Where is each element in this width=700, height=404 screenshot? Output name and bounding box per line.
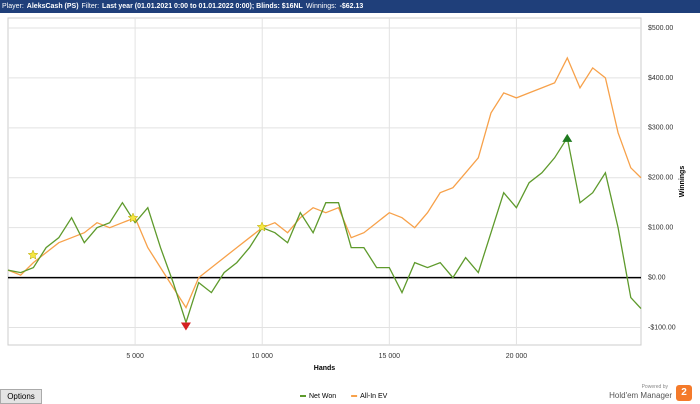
header-text: Player: AleksCash (PS) Filter: Last year (0… [0, 3, 366, 10]
star-marker [27, 249, 39, 260]
y-tick-label: $500.00 [648, 25, 673, 32]
y-tick-label: -$100.00 [648, 324, 676, 331]
x-tick-label: 5 000 [126, 353, 144, 360]
y-tick-label: $100.00 [648, 225, 673, 232]
chart: -$100.00 $0.00 $100.00 $200.00 $300.00 $400.0… [7, 17, 686, 400]
header-bar: Player: AleksCash (PS) Filter: Last year (0… [0, 0, 700, 13]
options-button[interactable]: Options [0, 389, 42, 404]
header-field: Last year (01.01.2021 0:00 to 01.01.2022… [102, 3, 303, 10]
plot-area [7, 17, 642, 346]
header-field: Winnings: [305, 3, 337, 10]
brand-badge: 2 [676, 385, 692, 401]
powered-by: Powered by [641, 384, 668, 390]
brand-name: Hold'em Manager [609, 391, 672, 400]
header-field: -$62.13 [339, 3, 364, 10]
max-marker [562, 133, 573, 142]
series-line [7, 56, 642, 309]
y-tick-label: $300.00 [648, 125, 673, 132]
x-tick-label: 15 000 [379, 353, 401, 360]
y-tick-label: $200.00 [648, 175, 673, 182]
brand: Powered by Hold'em Manager 2 [586, 384, 696, 404]
star-marker [256, 221, 268, 232]
star-marker [127, 212, 139, 223]
x-tick-label: 20 000 [506, 353, 528, 360]
x-axis-label: Hands [314, 365, 336, 372]
legend-label: All-In EV [360, 393, 388, 400]
legend-label: Net Won [309, 393, 336, 400]
header-field: AleksCash (PS) [26, 3, 79, 10]
min-marker [180, 322, 191, 331]
header-field: Player: [2, 3, 24, 10]
y-tick-label: $400.00 [648, 75, 673, 82]
options-label: Options [7, 392, 35, 401]
x-tick-label: 10 000 [252, 353, 274, 360]
y-tick-label: $0.00 [648, 274, 666, 281]
series-line [7, 136, 642, 325]
header-field: Filter: [81, 3, 100, 10]
y-axis-label: Winnings [679, 166, 686, 198]
